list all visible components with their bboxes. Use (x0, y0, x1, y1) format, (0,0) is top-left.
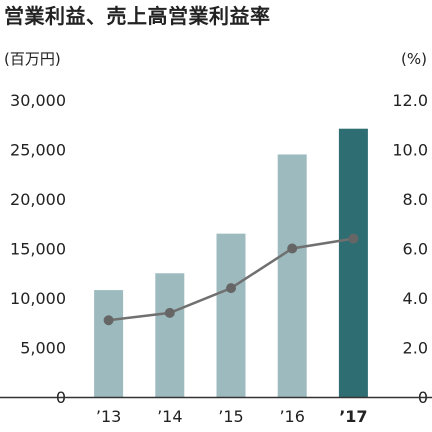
line-point (348, 233, 359, 244)
right-tick-label: 8.0 (403, 190, 428, 209)
right-tick-label: 10.0 (392, 141, 428, 160)
category-label: ’13 (96, 407, 121, 426)
category-labels: ’13 ’14 ’15 ’16 ’17 (96, 407, 368, 426)
bar (155, 273, 185, 397)
left-tick-label: 15,000 (10, 240, 66, 259)
right-axis-unit: (%) (401, 50, 427, 68)
left-tick-label: 25,000 (10, 141, 66, 160)
right-tick-label: 2.0 (403, 339, 428, 358)
bar (277, 154, 307, 397)
line-point (164, 307, 175, 318)
line-point (226, 283, 236, 294)
category-label: ’15 (218, 407, 243, 426)
left-tick-label: 20,000 (10, 190, 66, 209)
bar (216, 233, 246, 397)
category-label: ’16 (279, 407, 304, 426)
right-tick-label: 4.0 (403, 289, 428, 308)
right-tick-label: 6.0 (403, 240, 428, 259)
line-point (103, 315, 114, 326)
bar (338, 128, 368, 397)
right-tick-labels: 02.04.06.08.010.012.0 (392, 91, 428, 407)
left-tick-label: 5,000 (20, 339, 66, 358)
category-label: ’14 (157, 407, 182, 426)
right-tick-label: 12.0 (392, 91, 428, 110)
line-point (287, 243, 298, 254)
category-label: ’17 (339, 407, 367, 426)
line-series (103, 233, 359, 326)
chart-title: 営業利益、売上高営業利益率 (4, 4, 271, 28)
left-tick-label: 30,000 (10, 91, 66, 110)
left-tick-label: 10,000 (10, 289, 66, 308)
bar-series (94, 128, 368, 397)
left-axis-unit: (百万円) (4, 50, 61, 68)
bar (94, 290, 124, 397)
